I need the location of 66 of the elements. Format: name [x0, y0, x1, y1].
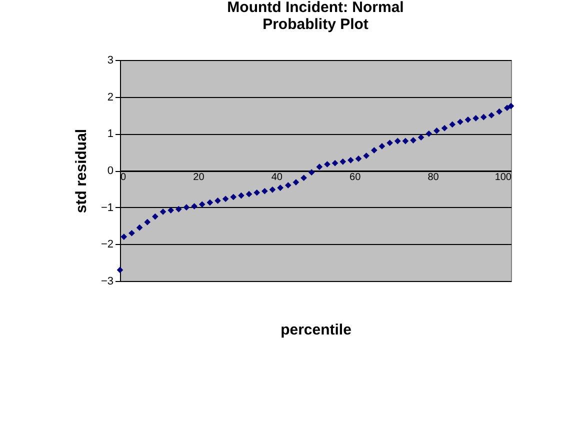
point: [284, 182, 292, 188]
point: [168, 207, 174, 214]
point: [246, 190, 252, 198]
point: [378, 143, 386, 150]
x-tick-label: 40: [271, 172, 283, 183]
y-tick-label: 1: [107, 128, 114, 140]
point: [386, 140, 393, 146]
point: [418, 134, 424, 141]
point: [191, 203, 198, 210]
point: [175, 206, 182, 212]
point: [464, 116, 472, 123]
point: [434, 128, 440, 134]
point: [449, 121, 456, 128]
point: [457, 118, 464, 126]
point: [355, 156, 362, 162]
x-tick-label: 60: [350, 172, 362, 183]
point: [508, 102, 514, 110]
point: [230, 194, 237, 200]
point: [348, 157, 354, 164]
point: [152, 213, 158, 220]
point: [262, 188, 268, 194]
point: [214, 198, 221, 204]
point: [198, 201, 206, 208]
point: [308, 169, 315, 176]
point: [183, 204, 190, 210]
chart-title: Mountd Incident: Normal Probablity Plot: [227, 0, 404, 33]
y-axis-title: std residual: [72, 128, 90, 214]
y-tick-label: 2: [107, 91, 114, 104]
point: [300, 174, 307, 182]
y-tick-label: 3: [107, 54, 114, 66]
point: [120, 234, 128, 240]
point: [480, 114, 487, 120]
point: [144, 218, 151, 226]
point: [496, 108, 502, 115]
point: [254, 189, 260, 196]
x-tick-label: 100: [494, 172, 512, 183]
point: [472, 115, 479, 122]
y-tick-label: −3: [100, 276, 114, 288]
point: [316, 164, 323, 170]
point: [116, 266, 124, 274]
point: [426, 130, 432, 137]
point: [402, 138, 409, 144]
x-tick-label: 80: [428, 172, 440, 183]
point: [277, 184, 284, 191]
y-tick-label: −2: [100, 238, 114, 251]
point: [136, 224, 143, 231]
point: [206, 199, 214, 206]
point: [128, 230, 135, 236]
x-axis-title: percentile: [280, 322, 352, 338]
point: [394, 138, 401, 144]
point: [332, 160, 338, 166]
point: [324, 161, 330, 168]
x-tick-label: 20: [193, 172, 205, 183]
point: [363, 152, 370, 159]
point: [292, 179, 300, 186]
point: [160, 208, 166, 215]
point: [410, 137, 416, 144]
point: [441, 124, 448, 132]
point: [269, 186, 276, 193]
point: [370, 147, 378, 154]
point: [238, 192, 244, 199]
x-tick-label: 0: [120, 172, 126, 183]
point: [222, 196, 229, 202]
point: [340, 158, 346, 165]
point: [488, 112, 495, 118]
y-tick-label: −1: [100, 202, 114, 214]
